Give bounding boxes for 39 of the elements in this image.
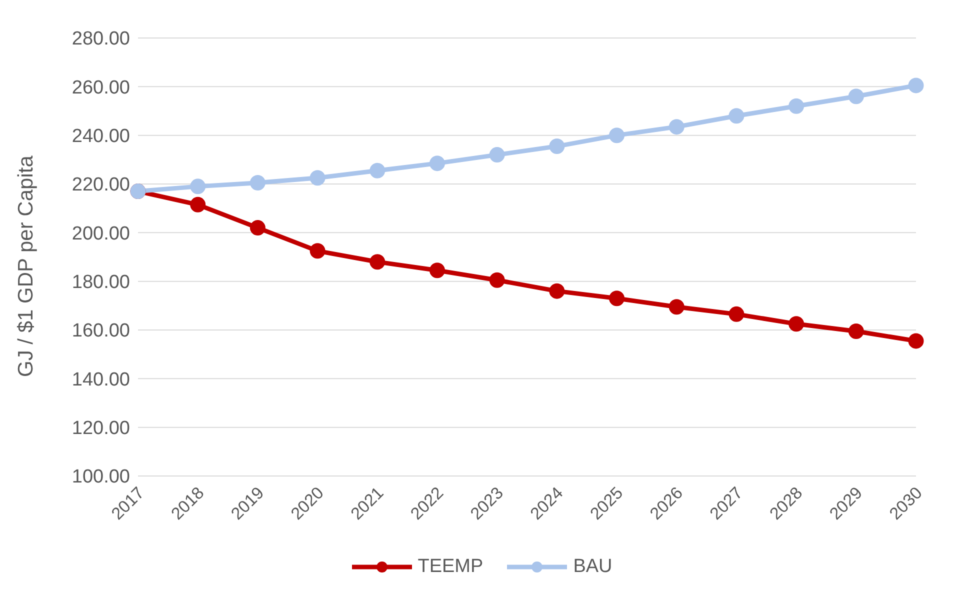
point xyxy=(429,156,445,172)
legend-label: BAU xyxy=(572,556,612,578)
point xyxy=(310,243,326,259)
point xyxy=(848,88,864,104)
point xyxy=(250,220,266,236)
y-tick-label: 140.00 xyxy=(72,369,130,390)
y-tick-label: 240.00 xyxy=(72,126,130,148)
y-tick-label: 160.00 xyxy=(72,320,130,342)
point xyxy=(908,333,924,349)
point xyxy=(429,262,445,278)
point xyxy=(370,162,386,178)
y-tick-label: 100.00 xyxy=(72,466,130,488)
point xyxy=(370,254,386,270)
point xyxy=(310,170,326,186)
point xyxy=(549,283,565,299)
point xyxy=(190,196,206,212)
point xyxy=(788,98,804,114)
point xyxy=(489,147,505,163)
y-tick-label: 260.00 xyxy=(72,77,130,98)
y-tick-label: 200.00 xyxy=(72,223,130,244)
point xyxy=(489,272,505,288)
point xyxy=(788,316,804,332)
y-tick-label: 280.00 xyxy=(72,28,130,50)
y-tick-label: 120.00 xyxy=(72,418,130,440)
point xyxy=(250,175,266,191)
point xyxy=(609,128,625,144)
point xyxy=(908,78,924,94)
y-tick-label: 180.00 xyxy=(72,272,130,294)
point xyxy=(549,138,565,154)
point xyxy=(668,119,684,135)
point xyxy=(609,290,625,306)
point xyxy=(848,323,864,339)
point xyxy=(728,306,744,322)
y-axis-title: GJ / $1 GDP per Capita xyxy=(14,155,38,377)
point xyxy=(190,178,206,194)
legend-label: TEEMP xyxy=(416,556,484,578)
y-tick-label: 220.00 xyxy=(72,174,130,196)
point xyxy=(728,108,744,124)
point xyxy=(668,299,684,315)
